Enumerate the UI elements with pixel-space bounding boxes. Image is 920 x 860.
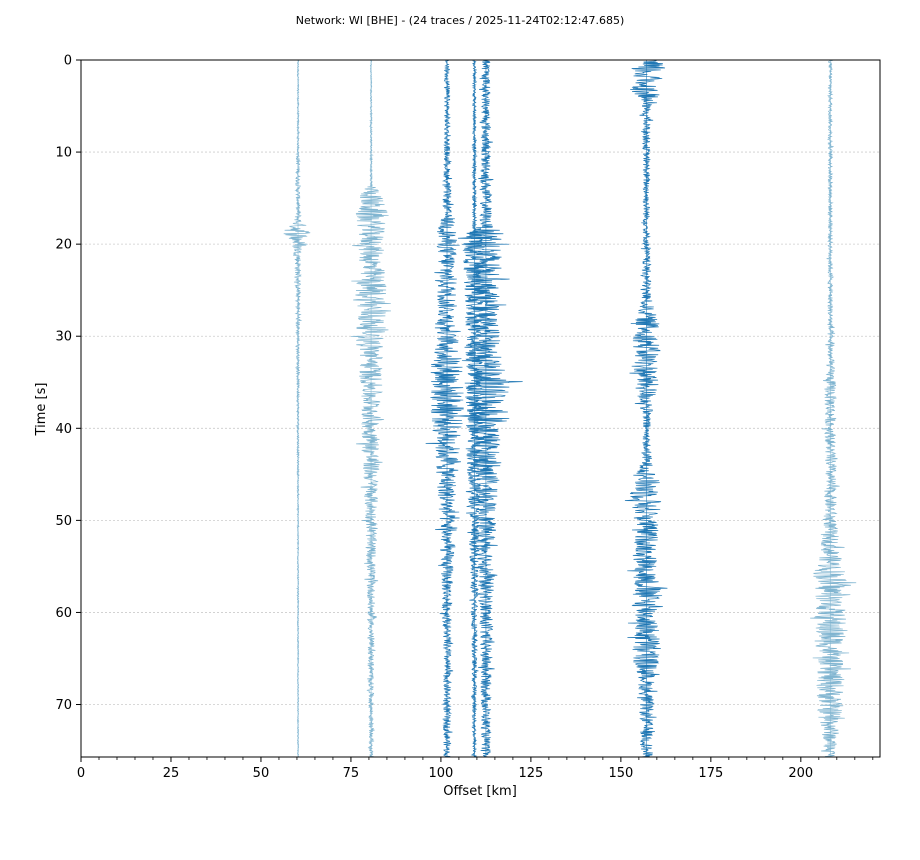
x-tick-label-175: 175 <box>698 766 723 781</box>
y-axis-ticks: 0 10 20 30 40 50 60 70 <box>55 54 81 713</box>
chart-title: Network: WI [BHE] - (24 traces / 2025-11… <box>296 14 625 27</box>
y-tick-label-10: 10 <box>55 146 72 161</box>
trace-offset-208-2 <box>810 59 857 758</box>
plot-area-frame <box>80 59 881 758</box>
x-tick-label-100: 100 <box>428 766 453 781</box>
trace-offset-112-5 <box>458 59 523 758</box>
x-tick-label-200: 200 <box>788 766 813 781</box>
trace-offset-157-1 <box>624 59 668 758</box>
horizontal-gridlines <box>81 151 880 705</box>
y-tick-label-30: 30 <box>55 330 72 345</box>
y-tick-label-40: 40 <box>55 422 72 437</box>
x-tick-label-125: 125 <box>518 766 543 781</box>
trace-offset-101-7 <box>425 59 464 758</box>
y-tick-label-70: 70 <box>55 698 72 713</box>
y-tick-label-20: 20 <box>55 238 72 253</box>
x-tick-label-50: 50 <box>253 766 270 781</box>
x-axis-ticks: 0 25 50 75 100 125 150 175 200 <box>77 757 874 781</box>
x-tick-label-0: 0 <box>77 766 85 781</box>
seismic-traces <box>283 59 857 758</box>
y-tick-label-0: 0 <box>64 54 72 69</box>
y-tick-label-50: 50 <box>55 514 72 529</box>
x-axis-label: Offset [km] <box>443 784 517 799</box>
y-axis-label: Time [s] <box>34 383 49 437</box>
x-tick-label-75: 75 <box>343 766 360 781</box>
x-tick-label-150: 150 <box>608 766 633 781</box>
x-tick-label-25: 25 <box>163 766 180 781</box>
y-tick-label-60: 60 <box>55 606 72 621</box>
